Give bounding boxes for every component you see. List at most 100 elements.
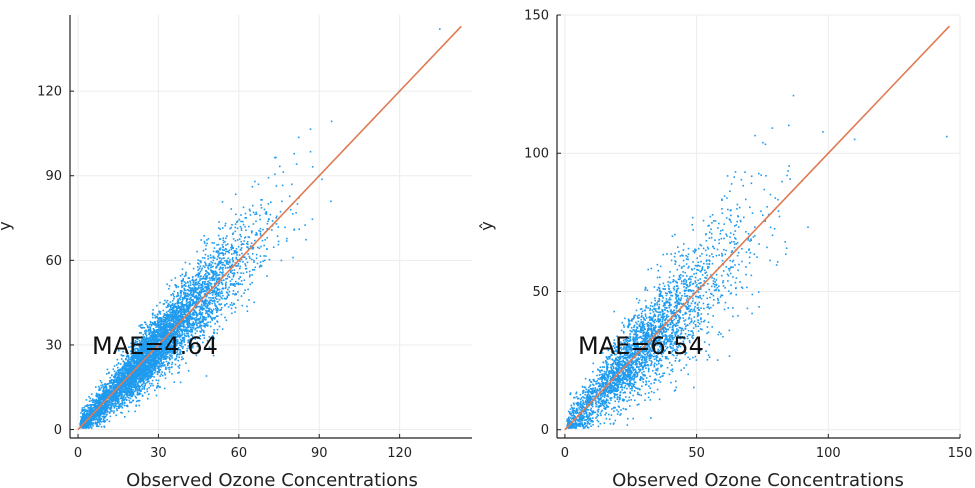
scatter-point bbox=[173, 345, 175, 347]
scatter-point bbox=[141, 345, 143, 347]
scatter-point bbox=[178, 307, 180, 310]
scatter-point bbox=[146, 347, 148, 349]
scatter-point bbox=[93, 401, 95, 403]
scatter-point bbox=[118, 391, 121, 393]
scatter-point bbox=[161, 328, 164, 331]
scatter-point bbox=[132, 393, 134, 396]
scatter-point bbox=[146, 377, 148, 380]
scatter-point bbox=[141, 326, 144, 329]
scatter-point bbox=[192, 314, 194, 316]
scatter-point bbox=[240, 220, 242, 223]
scatter-point bbox=[164, 299, 166, 302]
scatter-point bbox=[185, 300, 188, 302]
scatter-point bbox=[176, 317, 178, 319]
scatter-point bbox=[192, 345, 194, 347]
scatter-point bbox=[274, 173, 276, 176]
scatter-point bbox=[142, 376, 144, 379]
scatter-point bbox=[95, 398, 98, 401]
scatter-point bbox=[119, 389, 122, 392]
scatter-point bbox=[151, 372, 154, 374]
scatter-point bbox=[231, 269, 233, 272]
scatter-point bbox=[164, 374, 166, 376]
scatter-point bbox=[257, 183, 260, 186]
scatter-point bbox=[191, 324, 193, 327]
scatter-point bbox=[120, 411, 122, 414]
scatter-point bbox=[240, 295, 243, 297]
scatter-point bbox=[121, 407, 124, 409]
scatter-point bbox=[110, 404, 113, 407]
scatter-point bbox=[188, 307, 191, 310]
scatter-point bbox=[165, 350, 167, 352]
scatter-point bbox=[154, 337, 156, 339]
scatter-point bbox=[249, 283, 252, 286]
scatter-point bbox=[177, 286, 180, 288]
scatter-point bbox=[293, 152, 295, 155]
scatter-point bbox=[216, 289, 219, 292]
scatter-point bbox=[181, 337, 184, 339]
scatter-point bbox=[177, 340, 179, 343]
scatter-point bbox=[147, 345, 149, 347]
scatter-point bbox=[82, 415, 84, 418]
scatter-point bbox=[234, 285, 236, 287]
scatter-point bbox=[122, 389, 125, 392]
scatter-point bbox=[177, 346, 180, 349]
scatter-point bbox=[194, 275, 197, 277]
scatter-point bbox=[174, 334, 177, 336]
scatter-point bbox=[255, 211, 257, 214]
scatter-point bbox=[150, 376, 152, 378]
scatter-point bbox=[130, 375, 132, 377]
scatter-point bbox=[188, 323, 191, 325]
scatter-point bbox=[226, 277, 229, 280]
scatter-point bbox=[150, 329, 152, 332]
scatter-point bbox=[203, 330, 205, 332]
scatter-point bbox=[131, 375, 133, 378]
scatter-point bbox=[113, 379, 116, 382]
scatter-point bbox=[282, 171, 285, 173]
scatter-point bbox=[142, 358, 145, 361]
scatter-point bbox=[187, 277, 190, 279]
scatter-point bbox=[178, 328, 181, 330]
scatter-point bbox=[216, 301, 219, 303]
scatter-point bbox=[130, 384, 133, 387]
scatter-point bbox=[166, 338, 169, 341]
scatter-point bbox=[110, 399, 112, 402]
scatter-point bbox=[122, 350, 124, 353]
scatter-point bbox=[114, 375, 116, 378]
scatter-point bbox=[158, 386, 161, 388]
scatter-point bbox=[200, 286, 202, 289]
scatter-point bbox=[246, 261, 249, 264]
scatter-point bbox=[195, 323, 198, 326]
scatter-point bbox=[175, 302, 177, 305]
scatter-point bbox=[183, 333, 186, 335]
scatter-point bbox=[126, 380, 129, 382]
scatter-point bbox=[153, 376, 155, 378]
scatter-point bbox=[148, 333, 150, 335]
scatter-point bbox=[179, 338, 182, 341]
scatter-point bbox=[181, 330, 183, 332]
scatter-point bbox=[122, 385, 125, 388]
scatter-point bbox=[218, 268, 221, 271]
scatter-point bbox=[170, 307, 172, 309]
scatter-point bbox=[171, 332, 174, 334]
scatter-point bbox=[159, 329, 161, 332]
scatter-point bbox=[195, 317, 197, 319]
scatter-point bbox=[189, 294, 191, 296]
scatter-point bbox=[235, 280, 237, 283]
scatter-point bbox=[231, 278, 233, 281]
scatter-point bbox=[171, 340, 174, 342]
scatter-point bbox=[215, 267, 217, 269]
scatter-point bbox=[167, 342, 169, 344]
scatter-point bbox=[226, 243, 229, 245]
scatter-point bbox=[109, 404, 111, 406]
scatter-point bbox=[173, 336, 175, 339]
scatter-point bbox=[171, 307, 174, 309]
scatter-point bbox=[126, 383, 129, 386]
scatter-point bbox=[199, 316, 202, 318]
scatter-point bbox=[118, 402, 120, 404]
scatter-point bbox=[209, 321, 212, 323]
scatter-point bbox=[205, 312, 207, 315]
scatter-point bbox=[261, 239, 264, 242]
scatter-point bbox=[157, 328, 160, 331]
scatter-point bbox=[140, 351, 143, 354]
scatter-point bbox=[187, 341, 189, 344]
